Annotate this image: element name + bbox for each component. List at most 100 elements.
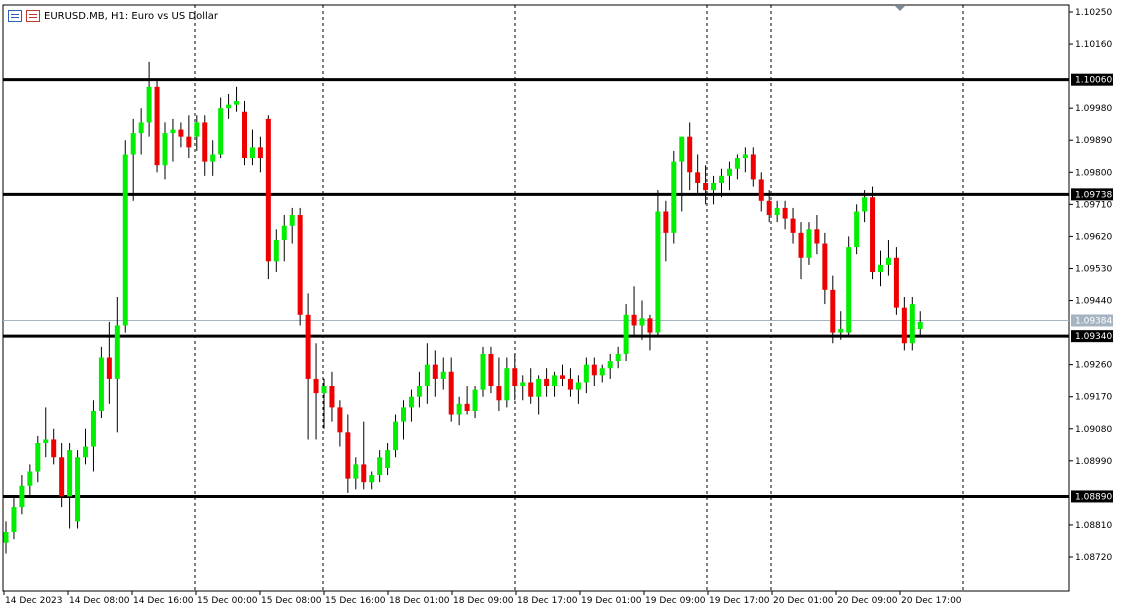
- bull-candle: [226, 104, 232, 109]
- bear-candle: [337, 407, 343, 433]
- chart-header: EURUSD.MB, H1: Euro vs US Dollar: [8, 8, 218, 24]
- price-tick-label: 1.09260: [1075, 361, 1112, 371]
- price-tick-label: 1.09980: [1075, 104, 1112, 114]
- bear-candle: [567, 378, 573, 390]
- bear-candle: [51, 439, 57, 458]
- bear-candle: [822, 243, 828, 290]
- indicator-list-icon[interactable]: [26, 10, 40, 22]
- bull-candle: [607, 361, 613, 369]
- bear-candle: [297, 215, 303, 315]
- price-tick-label: 1.09800: [1075, 168, 1112, 178]
- bull-candle: [719, 175, 724, 183]
- price-tick-label: 1.10160: [1075, 40, 1112, 50]
- bear-candle: [464, 403, 470, 411]
- bull-candle: [27, 471, 33, 486]
- time-separators: [194, 5, 964, 591]
- bull-candle: [281, 225, 287, 240]
- bull-candle: [83, 446, 88, 458]
- level-price-tag: [1071, 73, 1113, 86]
- bull-candle: [862, 197, 868, 212]
- bull-candle: [655, 211, 661, 333]
- horizontal-levels[interactable]: 1.10060 1.09738 1.09340 1.08890 1.09384: [3, 73, 1113, 503]
- bear-candle: [305, 314, 311, 379]
- chart-shift-marker-icon[interactable]: [895, 6, 905, 11]
- bull-candle: [11, 507, 17, 533]
- bull-candle: [369, 475, 375, 483]
- bear-candle: [106, 357, 112, 379]
- bull-candle: [623, 314, 629, 354]
- bull-candle: [210, 154, 216, 162]
- bear-candle: [647, 318, 653, 333]
- bear-candle: [361, 464, 367, 483]
- bear-candle: [432, 364, 438, 379]
- candles: [3, 61, 923, 554]
- bear-candle: [528, 382, 534, 397]
- bid-price-label: 1.09384: [1075, 316, 1112, 326]
- bull-candle: [353, 464, 359, 479]
- bull-candle: [114, 325, 120, 379]
- bear-candle: [265, 118, 271, 262]
- bear-candle: [766, 200, 772, 216]
- time-tick-label: 19 Dec 17:00: [709, 596, 770, 606]
- price-tick-label: 1.10250: [1075, 8, 1112, 18]
- bear-candle: [345, 432, 351, 479]
- bear-candle: [814, 229, 820, 244]
- time-axis: 14 Dec 2023 14 Dec 08:00 14 Dec 16:00 15 De…: [3, 591, 962, 606]
- bear-candle: [758, 179, 764, 201]
- price-tick-label: 1.09890: [1075, 136, 1112, 146]
- bear-candle: [631, 314, 637, 326]
- time-tick-label: 20 Dec 01:00: [773, 596, 834, 606]
- bear-candle: [782, 207, 788, 219]
- bull-candle: [520, 382, 526, 387]
- bull-candle: [385, 450, 391, 468]
- chart-window-icon[interactable]: [8, 10, 22, 22]
- bear-candle: [257, 147, 263, 159]
- bull-candle: [218, 108, 224, 155]
- bull-candle: [472, 389, 478, 411]
- bear-candle: [313, 378, 319, 394]
- bull-candle: [321, 386, 327, 394]
- bull-candle: [878, 264, 883, 273]
- bull-candle: [440, 371, 446, 379]
- symbol-title: EURUSD.MB, H1: Euro vs US Dollar: [44, 10, 219, 22]
- bull-candle: [885, 257, 891, 265]
- level-price-label: 1.10060: [1075, 76, 1112, 86]
- bull-candle: [846, 247, 852, 333]
- time-tick-label: 15 Dec 08:00: [261, 596, 322, 606]
- bull-candle: [639, 318, 645, 326]
- time-tick-label: 14 Dec 08:00: [69, 596, 130, 606]
- bear-candle: [687, 136, 693, 173]
- price-tick-label: 1.09710: [1075, 200, 1112, 210]
- bull-candle: [170, 129, 176, 134]
- bull-candle: [679, 136, 685, 162]
- time-tick-label: 18 Dec 09:00: [453, 596, 514, 606]
- price-axis: 1.10250 1.10160 1.09980 1.09890 1.09800 1.097…: [1069, 8, 1112, 563]
- bull-candle: [234, 101, 240, 105]
- time-tick-label: 15 Dec 16:00: [325, 596, 386, 606]
- bear-candle: [893, 257, 899, 308]
- price-tick-label: 1.08810: [1075, 521, 1112, 531]
- bull-candle: [90, 410, 96, 447]
- time-tick-label: 14 Dec 16:00: [133, 596, 194, 606]
- bear-candle: [695, 172, 701, 183]
- bull-candle: [130, 133, 136, 155]
- bull-candle: [424, 364, 430, 387]
- bull-candle: [742, 154, 748, 159]
- bid-price-tag: [1071, 314, 1113, 327]
- bear-candle: [544, 378, 550, 387]
- bull-candle: [401, 407, 406, 422]
- bull-candle: [162, 133, 168, 166]
- bull-candle: [393, 421, 399, 451]
- bull-candle: [583, 364, 589, 383]
- price-tick-label: 1.09530: [1075, 264, 1112, 274]
- plot-area[interactable]: [2, 4, 1070, 592]
- bear-candle: [830, 289, 836, 333]
- time-tick-label: 19 Dec 01:00: [581, 596, 642, 606]
- bull-candle: [273, 239, 279, 262]
- bear-candle: [870, 197, 876, 273]
- bear-candle: [59, 457, 65, 497]
- bear-candle: [703, 182, 709, 191]
- level-price-label: 1.09738: [1075, 190, 1112, 200]
- bull-candle: [504, 368, 510, 401]
